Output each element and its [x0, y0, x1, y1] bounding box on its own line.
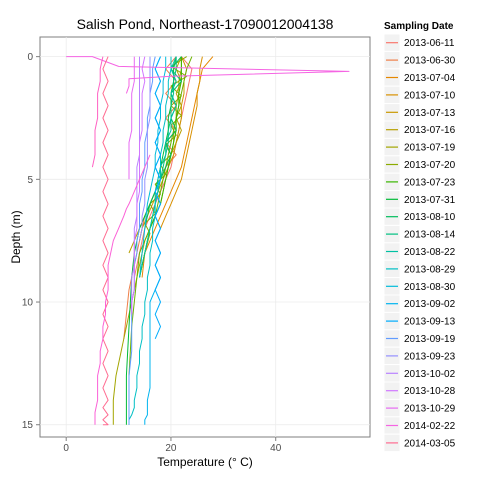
- y-tick-label-1: 5: [27, 175, 33, 186]
- series-line-15: [139, 56, 167, 278]
- legend-label-5: 2013-07-16: [404, 125, 456, 136]
- legend-title: Sampling Date: [384, 21, 454, 32]
- legend-label-20: 2013-10-28: [404, 386, 456, 397]
- legend-label-4: 2013-07-13: [404, 108, 456, 119]
- series-line-4: [139, 56, 188, 241]
- series-line-22: [128, 56, 135, 180]
- legend-label-6: 2013-07-19: [404, 143, 456, 154]
- legend-label-2: 2013-07-04: [404, 73, 456, 84]
- series-layer: [66, 56, 350, 426]
- legend-label-14: 2013-08-30: [404, 282, 456, 293]
- legend-label-12: 2013-08-22: [404, 247, 456, 258]
- legend-label-21: 2013-10-29: [404, 404, 456, 415]
- series-line-17: [154, 56, 161, 339]
- legend-label-1: 2013-06-30: [404, 56, 456, 67]
- series-line-24: [102, 56, 109, 426]
- x-tick-label-1: 20: [165, 443, 177, 454]
- series-line-0: [133, 56, 193, 278]
- x-axis-label: Temperature (° C): [157, 455, 253, 469]
- series-line-25: [91, 56, 104, 168]
- legend-label-15: 2013-09-02: [404, 299, 456, 310]
- legend-label-7: 2013-07-20: [404, 160, 456, 171]
- legend-label-16: 2013-09-13: [404, 317, 456, 328]
- legend-label-0: 2013-06-11: [404, 38, 455, 49]
- y-tick-label-0: 0: [27, 52, 33, 63]
- plot-area: [39, 36, 371, 438]
- x-tick-label-0: 0: [63, 443, 69, 454]
- series-line-14: [128, 56, 172, 425]
- legend-label-9: 2013-07-31: [404, 195, 456, 206]
- legend-label-13: 2013-08-29: [404, 264, 456, 275]
- legend-label-8: 2013-07-23: [404, 177, 456, 188]
- y-tick-label-2: 10: [22, 298, 34, 309]
- chart-title: Salish Pond, Northeast-17090012004138: [77, 16, 334, 32]
- legend-label-23: 2014-03-05: [404, 438, 456, 449]
- series-line-8: [128, 56, 193, 425]
- legend-label-17: 2013-09-19: [404, 334, 456, 345]
- y-tick-label-3: 15: [22, 420, 34, 431]
- x-tick-label-2: 40: [270, 443, 282, 454]
- legend-items: 2013-06-11 2013-06-30 2013-07-04 2013-07-10…: [383, 33, 456, 453]
- y-axis-label: Depth (m): [9, 210, 23, 263]
- series-line-3: [160, 56, 203, 229]
- plot-panel: [39, 36, 371, 438]
- series-line-23: [66, 56, 350, 94]
- legend-label-19: 2013-10-02: [404, 369, 456, 380]
- series-line-21: [131, 56, 146, 315]
- series-line-13: [144, 56, 177, 254]
- series-line-26: [94, 154, 151, 425]
- y-axis-ticks: 0 5 10 15: [22, 52, 40, 431]
- legend-label-22: 2014-02-22: [404, 421, 456, 432]
- legend-label-11: 2013-08-14: [404, 230, 456, 241]
- legend-label-3: 2013-07-10: [404, 90, 456, 101]
- legend-label-10: 2013-08-10: [404, 212, 456, 223]
- series-line-19: [139, 56, 151, 241]
- legend-label-18: 2013-09-23: [404, 351, 456, 362]
- legend: Sampling Date 2013-06-112013-06-302013-0…: [383, 21, 456, 453]
- x-axis-ticks: 0 20 40: [63, 437, 282, 454]
